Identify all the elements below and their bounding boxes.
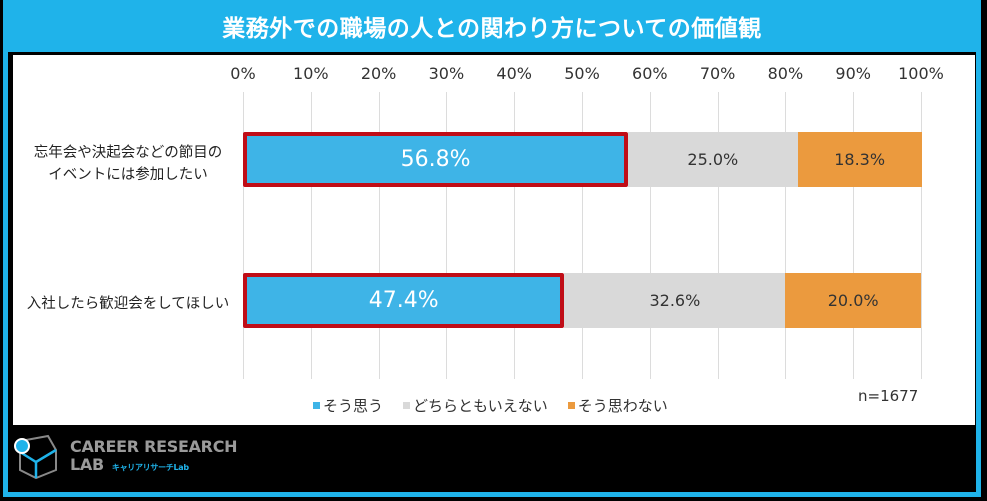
sample-size: n=1677	[858, 387, 919, 405]
category-label-line: 忘年会や決起会などの節目の	[33, 145, 223, 161]
x-tick-label: 70%	[699, 64, 736, 83]
chart-panel: 0% 10% 20% 30% 40% 50% 60% 70% 80% 90% 100% 忘年会や決起…	[13, 55, 975, 425]
x-tick-label: 0%	[230, 64, 256, 83]
logo-text-line2: LAB キャリアリサーチLab	[70, 454, 237, 477]
legend-label: そう思う	[323, 397, 384, 415]
x-tick-label: 20%	[360, 64, 397, 83]
bar-segment-yes: 47.4%	[243, 273, 565, 328]
legend-swatch	[567, 402, 575, 409]
legend-swatch	[403, 402, 411, 409]
x-tick-label: 40%	[496, 64, 532, 83]
bar-row-2: 47.4% 32.6% 20.0%	[243, 273, 921, 328]
category-label-line: イベントには参加したい	[48, 167, 208, 183]
gridline	[582, 92, 583, 379]
x-tick-label: 60%	[632, 64, 668, 83]
bar-segment-mid: 25.0%	[628, 132, 798, 187]
gridline	[921, 92, 922, 379]
gridline	[446, 92, 448, 379]
x-tick-label: 80%	[767, 64, 804, 83]
logo-lab: LAB	[70, 454, 104, 474]
gridline	[310, 92, 312, 379]
outer-frame	[3, 0, 981, 497]
x-tick-label: 100%	[898, 64, 944, 83]
bar-segment-mid: 32.6%	[564, 273, 786, 328]
logo-icon	[14, 434, 57, 480]
x-tick-label: 10%	[293, 64, 329, 83]
gridline	[243, 92, 244, 379]
chart-title: 業務外での職場の人との関わり方についての価値観	[222, 16, 762, 42]
bar-segment-no: 18.3%	[797, 132, 922, 187]
gridline	[514, 92, 516, 379]
gridline	[649, 92, 651, 379]
x-tick-label: 90%	[835, 64, 871, 83]
logo-text-line1: CAREER RESEARCH	[70, 436, 238, 456]
gridline	[717, 92, 719, 379]
legend: そう思う どちらともいえない そう思わない	[313, 395, 668, 416]
x-tick-label: 50%	[564, 64, 600, 83]
bar-row-1: 56.8% 25.0% 18.3%	[243, 132, 922, 187]
bar-segment-no: 20.0%	[785, 273, 921, 328]
category-label-line: 入社したら歓迎会をしてほしい	[26, 296, 230, 312]
category-label-1: 忘年会や決起会などの節目の イベントには参加したい	[23, 142, 233, 186]
title-bar: 業務外での職場の人との関わり方についての価値観	[3, 0, 981, 52]
logo: CAREER RESEARCH LAB キャリアリサーチLab	[12, 432, 238, 482]
legend-swatch	[313, 402, 320, 409]
legend-label: どちらともいえない	[413, 397, 548, 415]
gridline	[853, 92, 855, 379]
legend-label: そう思わない	[577, 397, 668, 415]
legend-item-yes: そう思う	[313, 395, 383, 416]
logo-subtitle: キャリアリサーチLab	[111, 462, 189, 472]
legend-item-neutral: どちらともいえない	[403, 395, 548, 416]
gridline	[378, 92, 380, 379]
bar-segment-yes: 56.8%	[243, 132, 629, 187]
gridline	[785, 92, 787, 379]
legend-item-no: そう思わない	[567, 395, 668, 416]
category-label-2: 入社したら歓迎会をしてほしい	[23, 293, 233, 315]
x-tick-label: 30%	[428, 64, 465, 83]
